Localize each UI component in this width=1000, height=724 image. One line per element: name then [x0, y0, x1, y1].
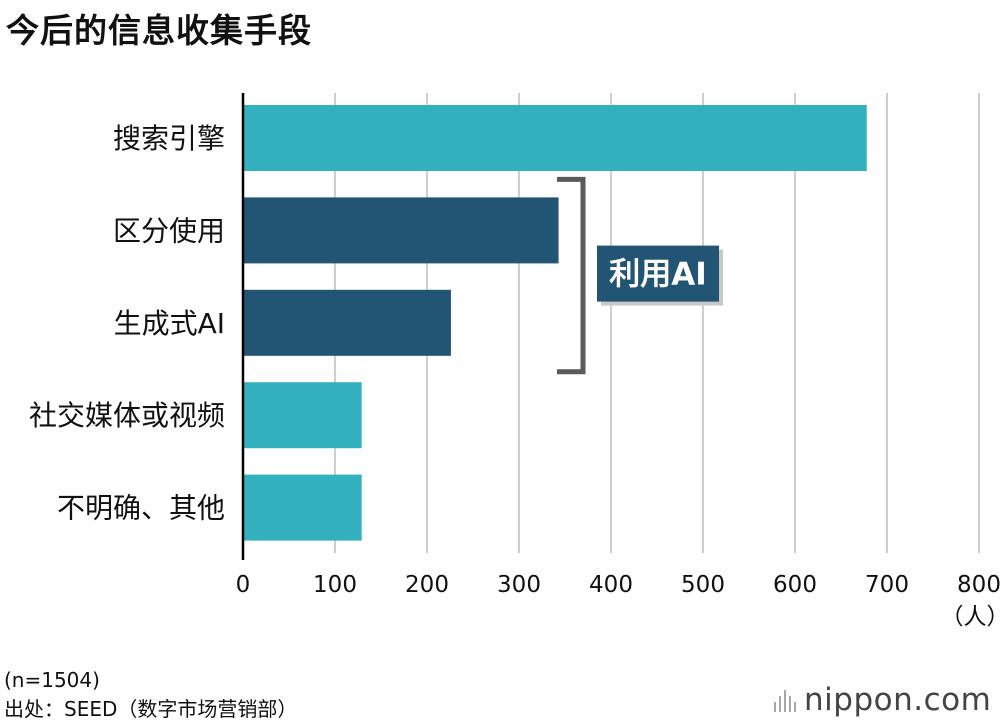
logo-text: nippon.com: [804, 682, 992, 718]
bar: [243, 474, 362, 541]
source-note: 出处：SEED（数字市场营销部）: [4, 697, 298, 721]
sample-size-note: (n=1504): [4, 668, 100, 692]
ai-callout-box: [597, 245, 719, 302]
bar: [243, 289, 451, 356]
ai-group-bracket: [557, 176, 586, 375]
category-label: 不明确、其他: [57, 492, 225, 525]
ai-callout-label: 利用AI: [609, 257, 707, 293]
category-label: 搜索引擎: [113, 122, 225, 155]
nippon-logo: nippon.com: [774, 682, 996, 720]
bar: [243, 105, 867, 171]
x-tick-label: 700: [865, 572, 909, 598]
x-tick-label: 400: [589, 572, 633, 598]
category-label: 生成式AI: [114, 307, 225, 340]
x-tick-label: 800: [957, 572, 1000, 598]
bar: [243, 197, 559, 264]
x-tick-label: 0: [236, 572, 251, 598]
category-label: 社交媒体或视频: [29, 399, 225, 432]
x-tick-label: 100: [313, 572, 357, 598]
x-tick-label: 600: [773, 572, 817, 598]
bars: [243, 105, 867, 541]
annotation-group: 利用AI: [557, 176, 723, 375]
category-label: 区分使用: [113, 214, 225, 247]
x-unit-label: （人）: [941, 604, 1000, 630]
axes: 0 100 200 300 400 500 600 700 800 （人） 搜索引擎区分使用生成式A…: [29, 93, 1000, 630]
bar: [243, 382, 362, 449]
x-tick-label: 500: [681, 572, 725, 598]
x-tick-label: 200: [405, 572, 449, 598]
x-tick-label: 300: [497, 572, 541, 598]
chart-title: 今后的信息收集手段: [6, 11, 312, 50]
